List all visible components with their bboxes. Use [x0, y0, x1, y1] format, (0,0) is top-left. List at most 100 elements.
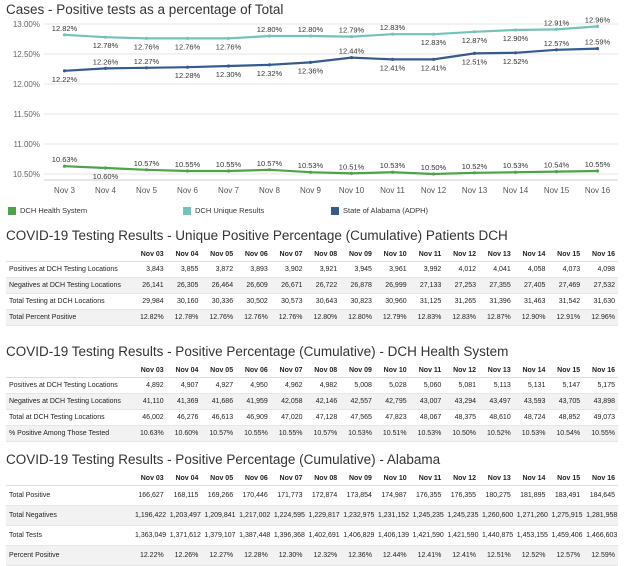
- table-cell: 46,002: [132, 409, 167, 426]
- table-cell: 27,532: [583, 277, 618, 294]
- table-cell: 10.53%: [409, 425, 445, 442]
- column-header: Nov 03: [132, 248, 167, 262]
- data-point: [554, 170, 559, 174]
- row-label: Total Testing at DCH Locations: [6, 293, 132, 310]
- data-label: 12.76%: [134, 42, 160, 51]
- column-header: Nov 04: [166, 248, 202, 262]
- table-row: Positives at DCH Testing Locations 3,843 3…: [6, 261, 618, 278]
- table-cell: 30,823: [340, 293, 375, 310]
- x-tick-label: Nov 4: [95, 186, 116, 195]
- column-header: Nov 07: [270, 472, 306, 486]
- table-cell: 42,058: [270, 393, 306, 410]
- column-header: Nov 04: [166, 472, 202, 486]
- table-cell: 12.83%: [409, 309, 445, 326]
- table-row: Total Tests 1,363,049 1,371,612 1,379,107 1,…: [6, 525, 618, 546]
- table-cell: 5,081: [444, 377, 480, 394]
- table-cell: 1,271,260: [513, 505, 549, 526]
- table-cell: 1,231,152: [374, 505, 410, 526]
- data-point: [308, 34, 313, 38]
- table-cell: 12.28%: [236, 545, 271, 566]
- unique-positive-table: Nov 03 Nov 04 Nov 05 Nov 06 Nov 07 Nov 08 Nov …: [6, 248, 618, 326]
- table-cell: 42,146: [305, 393, 341, 410]
- table-cell: 31,463: [513, 293, 549, 310]
- row-label: Positives at DCH Testing Locations: [6, 261, 132, 278]
- table-cell: 4,073: [548, 261, 584, 278]
- table-cell: 4,982: [305, 377, 341, 394]
- table-cell: 1,396,368: [270, 525, 306, 546]
- table-cell: 31,265: [444, 293, 480, 310]
- column-header: Nov 11: [409, 248, 445, 262]
- table-cell: 12.26%: [166, 545, 202, 566]
- column-header: Nov 08: [305, 248, 341, 262]
- row-label: Percent Positive: [6, 545, 132, 566]
- column-header: Nov 10: [374, 248, 410, 262]
- data-point: [595, 47, 600, 51]
- table-cell: 1,387,448: [236, 525, 271, 546]
- data-point: [390, 32, 395, 36]
- table-cell: 12.82%: [132, 309, 167, 326]
- table-cell: 43,294: [444, 393, 480, 410]
- data-label: 12.26%: [93, 57, 119, 66]
- table-cell: 4,907: [166, 377, 202, 394]
- legend-item: DCH Health System: [8, 206, 87, 215]
- row-label: Total Negatives: [6, 505, 132, 526]
- column-header: Nov 16: [583, 364, 618, 378]
- table-cell: 4,012: [444, 261, 480, 278]
- table-cell: 176,355: [444, 485, 480, 506]
- table-cell: 12.30%: [270, 545, 306, 566]
- data-point: [226, 64, 231, 68]
- table-cell: 12.41%: [444, 545, 480, 566]
- data-point: [513, 28, 518, 32]
- table-cell: 12.51%: [479, 545, 514, 566]
- table-cell: 1,466,603: [583, 525, 618, 546]
- row-label: Total at DCH Testing Locations: [6, 409, 132, 426]
- table-cell: 46,613: [201, 409, 237, 426]
- table-cell: 10.51%: [374, 425, 410, 442]
- data-point: [431, 57, 436, 62]
- table-cell: 48,610: [479, 409, 514, 426]
- x-tick-label: Nov 5: [136, 186, 157, 195]
- table-cell: 10.57%: [305, 425, 341, 442]
- table-cell: 10.55%: [236, 425, 271, 442]
- table-cell: 3,945: [340, 261, 375, 278]
- table-cell: 41,110: [132, 393, 167, 410]
- row-label: Total Percent Positive: [6, 309, 132, 326]
- y-tick-label: 12.00%: [13, 80, 40, 89]
- series-line: [64, 47, 598, 72]
- table-cell: 4,962: [270, 377, 306, 394]
- table-cell: 3,921: [305, 261, 341, 278]
- column-header: Nov 04: [166, 364, 202, 378]
- table-cell: 1,245,235: [444, 505, 480, 526]
- table-cell: 1,453,155: [513, 525, 549, 546]
- table-cell: 12.41%: [409, 545, 445, 566]
- table-row: Total Positive 166,627 168,115 169,266 170,4…: [6, 485, 618, 506]
- table1-title: COVID-19 Testing Results - Unique Positi…: [6, 228, 508, 243]
- column-header: Nov 13: [479, 364, 514, 378]
- table-cell: 48,067: [409, 409, 445, 426]
- column-header: Nov 03: [132, 364, 167, 378]
- table-cell: 29,984: [132, 293, 167, 310]
- table-cell: 31,125: [409, 293, 445, 310]
- data-label: 12.52%: [503, 57, 529, 66]
- table-cell: 1,217,002: [236, 505, 271, 526]
- column-header: Nov 15: [548, 364, 584, 378]
- data-point: [472, 171, 477, 175]
- column-header: Nov 07: [270, 364, 306, 378]
- column-header: Nov 08: [305, 364, 341, 378]
- x-tick-label: Nov 7: [218, 186, 239, 195]
- y-tick-label: 11.50%: [13, 110, 40, 119]
- data-point: [103, 35, 108, 39]
- table3-title: COVID-19 Testing Results - Positive Perc…: [6, 452, 441, 467]
- data-point: [226, 36, 231, 41]
- data-point: [554, 27, 559, 31]
- data-label: 12.83%: [421, 38, 447, 47]
- column-header: Nov 10: [374, 364, 410, 378]
- table-cell: 31,630: [583, 293, 618, 310]
- data-point: [308, 170, 313, 174]
- data-point: [431, 172, 436, 176]
- table-cell: 10.53%: [340, 425, 375, 442]
- x-tick-label: Nov 13: [462, 186, 488, 195]
- data-label: 10.57%: [134, 159, 160, 168]
- table-row: Percent Positive 12.22% 12.26% 12.27% 12.28%…: [6, 545, 618, 566]
- data-label: 12.80%: [257, 25, 283, 34]
